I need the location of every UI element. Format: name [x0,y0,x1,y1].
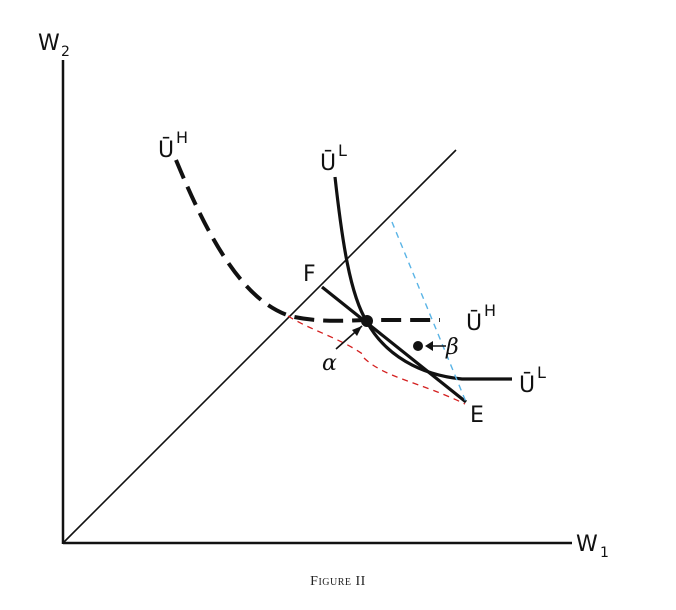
point-beta [413,341,423,351]
svg-text:L: L [537,363,546,382]
svg-text:Ū: Ū [320,150,336,176]
ul-label-right: Ū L [519,363,546,398]
svg-text:Ū: Ū [158,137,174,163]
red-dashed-curve-lower [363,357,466,405]
svg-text:1: 1 [600,545,609,561]
pooling-line-fe [321,285,467,404]
beta-label: β [445,335,459,360]
svg-text:W: W [576,532,598,557]
blue-dashed-line [391,221,467,403]
alpha-label: α [322,351,337,376]
svg-text:Ū: Ū [466,310,482,336]
uh-curve [174,159,440,323]
point-alpha [361,315,373,327]
certainty-line [62,149,457,544]
point-e-label: E [470,403,484,428]
svg-text:L: L [338,141,347,160]
uh-label-top: Ū H [158,128,188,163]
svg-text:W: W [38,31,60,56]
svg-text:2: 2 [61,44,70,60]
figure-caption: Figure II [310,574,366,589]
point-f-label: F [303,262,316,287]
y-axis-label: W 2 [38,31,70,60]
ul-curve [333,176,512,381]
ul-label-top: Ū L [320,141,347,176]
beta-arrowhead [425,341,433,351]
svg-text:H: H [484,301,496,320]
svg-text:H: H [176,128,188,147]
uh-label-right: Ū H [466,301,496,336]
svg-text:Ū: Ū [519,372,535,398]
x-axis-label: W 1 [576,532,609,561]
alpha-arrowhead [352,326,362,336]
